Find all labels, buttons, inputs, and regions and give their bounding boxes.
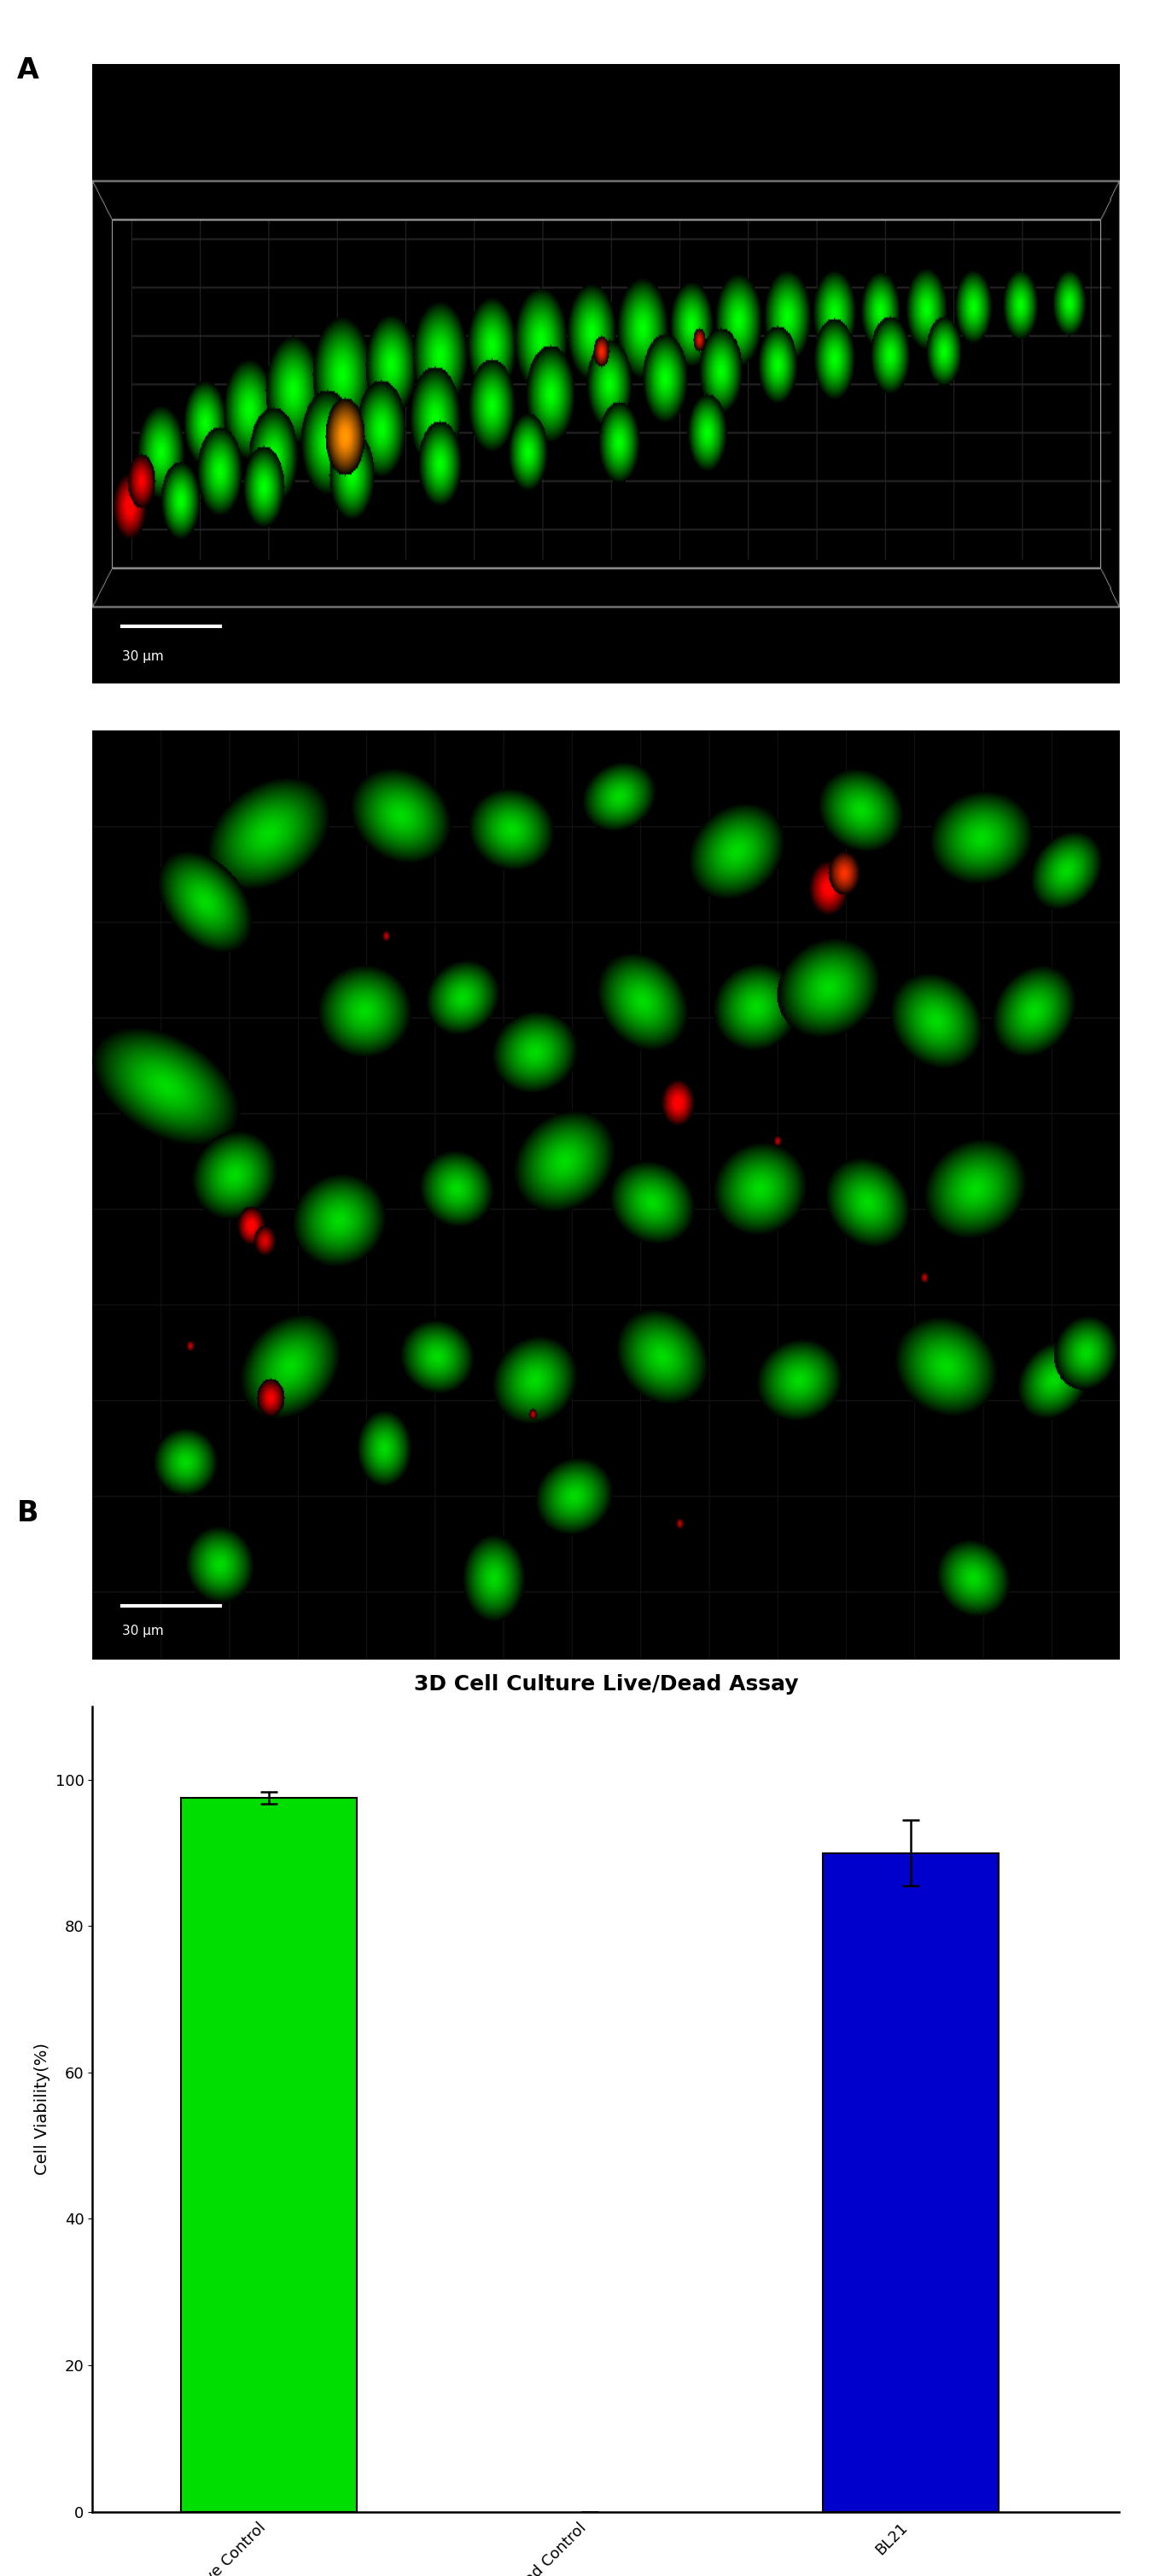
Bar [823,1852,999,2512]
Y-axis label: Cell Viability(%): Cell Viability(%) [35,2043,51,2174]
Text: 30 μm: 30 μm [122,1625,164,1638]
Text: 30 μm: 30 μm [122,649,164,662]
Bar [180,1798,357,2512]
Title: 3D Cell Culture Live/Dead Assay: 3D Cell Culture Live/Dead Assay [413,1674,799,1695]
Text: B: B [17,1499,39,1528]
Text: A: A [17,57,39,85]
